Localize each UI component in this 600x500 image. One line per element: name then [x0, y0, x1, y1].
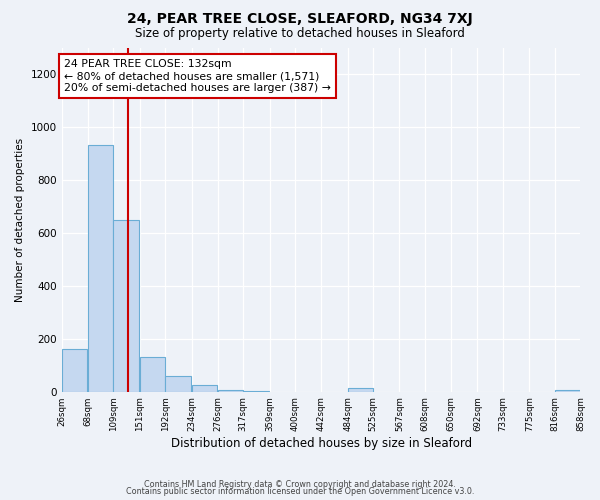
Bar — [218, 390, 244, 392]
Text: 24 PEAR TREE CLOSE: 132sqm
← 80% of detached houses are smaller (1,571)
20% of s: 24 PEAR TREE CLOSE: 132sqm ← 80% of deta… — [64, 60, 331, 92]
Text: Size of property relative to detached houses in Sleaford: Size of property relative to detached ho… — [135, 28, 465, 40]
Bar — [244, 391, 269, 392]
Bar — [166, 376, 191, 392]
Bar — [347, 388, 373, 392]
Bar — [191, 385, 217, 392]
Bar — [62, 350, 87, 392]
Text: Contains public sector information licensed under the Open Government Licence v3: Contains public sector information licen… — [126, 488, 474, 496]
Text: 24, PEAR TREE CLOSE, SLEAFORD, NG34 7XJ: 24, PEAR TREE CLOSE, SLEAFORD, NG34 7XJ — [127, 12, 473, 26]
Text: Contains HM Land Registry data © Crown copyright and database right 2024.: Contains HM Land Registry data © Crown c… — [144, 480, 456, 489]
Bar — [140, 358, 166, 392]
Bar — [555, 390, 581, 392]
X-axis label: Distribution of detached houses by size in Sleaford: Distribution of detached houses by size … — [170, 437, 472, 450]
Bar — [88, 146, 113, 392]
Y-axis label: Number of detached properties: Number of detached properties — [15, 138, 25, 302]
Bar — [113, 220, 139, 392]
